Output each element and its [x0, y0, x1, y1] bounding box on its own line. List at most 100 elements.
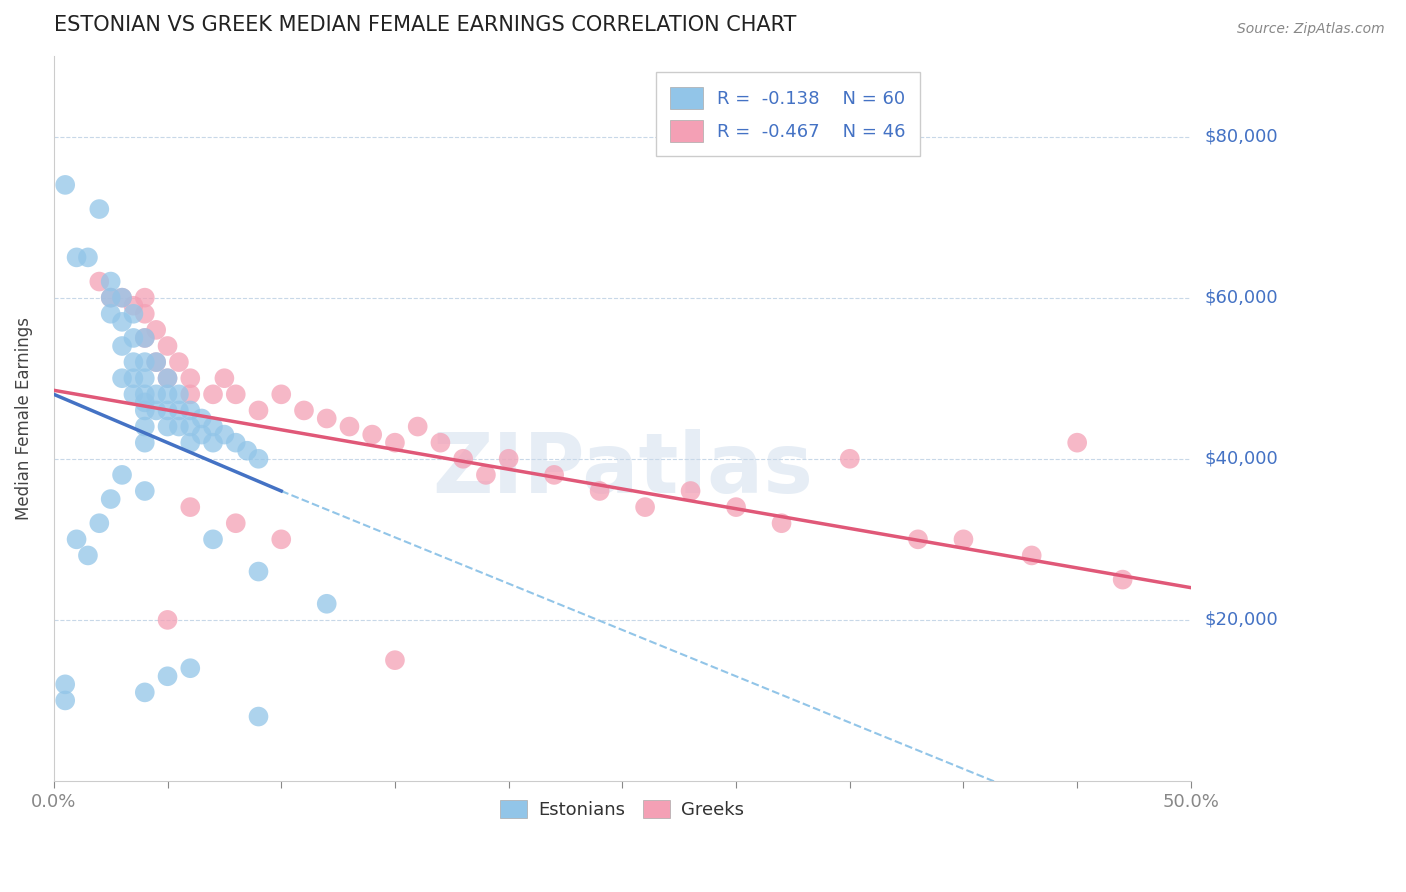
Point	[100, 275, 122, 289]
Point	[202, 419, 225, 434]
Point	[498, 451, 520, 466]
Point	[53, 693, 76, 707]
Point	[270, 387, 292, 401]
Point	[156, 403, 179, 417]
Text: ZIPatlas: ZIPatlas	[432, 429, 813, 509]
Point	[156, 371, 179, 385]
Point	[167, 355, 190, 369]
Point	[145, 323, 167, 337]
Point	[111, 291, 134, 305]
Point	[122, 387, 145, 401]
Point	[202, 533, 225, 547]
Point	[156, 419, 179, 434]
Point	[838, 451, 860, 466]
Legend: Estonians, Greeks: Estonians, Greeks	[494, 793, 752, 826]
Point	[429, 435, 451, 450]
Point	[225, 435, 247, 450]
Point	[451, 451, 474, 466]
Point	[339, 419, 361, 434]
Point	[634, 500, 657, 515]
Point	[179, 435, 201, 450]
Point	[315, 411, 337, 425]
Text: $20,000: $20,000	[1205, 611, 1278, 629]
Point	[134, 355, 156, 369]
Point	[134, 435, 156, 450]
Point	[100, 291, 122, 305]
Point	[1021, 549, 1043, 563]
Point	[145, 355, 167, 369]
Point	[225, 516, 247, 531]
Point	[100, 307, 122, 321]
Point	[952, 533, 974, 547]
Point	[475, 467, 498, 482]
Point	[122, 307, 145, 321]
Point	[134, 371, 156, 385]
Point	[134, 387, 156, 401]
Point	[179, 661, 201, 675]
Point	[179, 500, 201, 515]
Point	[77, 549, 100, 563]
Point	[270, 533, 292, 547]
Point	[122, 355, 145, 369]
Point	[89, 516, 111, 531]
Point	[134, 419, 156, 434]
Point	[179, 387, 201, 401]
Point	[134, 331, 156, 345]
Point	[679, 483, 702, 498]
Point	[167, 403, 190, 417]
Point	[65, 251, 87, 265]
Point	[156, 669, 179, 683]
Point	[543, 467, 565, 482]
Point	[53, 677, 76, 691]
Point	[588, 483, 610, 498]
Point	[907, 533, 929, 547]
Point	[247, 451, 270, 466]
Point	[134, 291, 156, 305]
Point	[156, 371, 179, 385]
Point	[100, 491, 122, 506]
Point	[134, 403, 156, 417]
Point	[65, 533, 87, 547]
Point	[111, 339, 134, 353]
Point	[156, 613, 179, 627]
Point	[406, 419, 429, 434]
Point	[156, 387, 179, 401]
Point	[179, 403, 201, 417]
Point	[384, 653, 406, 667]
Point	[89, 202, 111, 216]
Point	[202, 435, 225, 450]
Point	[145, 403, 167, 417]
Text: ESTONIAN VS GREEK MEDIAN FEMALE EARNINGS CORRELATION CHART: ESTONIAN VS GREEK MEDIAN FEMALE EARNINGS…	[53, 15, 796, 35]
Point	[122, 371, 145, 385]
Point	[122, 331, 145, 345]
Point	[202, 387, 225, 401]
Point	[156, 339, 179, 353]
Point	[77, 251, 100, 265]
Point	[145, 355, 167, 369]
Point	[167, 419, 190, 434]
Y-axis label: Median Female Earnings: Median Female Earnings	[15, 317, 32, 520]
Point	[111, 371, 134, 385]
Point	[236, 443, 259, 458]
Point	[725, 500, 748, 515]
Point	[225, 387, 247, 401]
Point	[111, 291, 134, 305]
Point	[190, 427, 212, 442]
Point	[179, 419, 201, 434]
Point	[1066, 435, 1088, 450]
Point	[214, 427, 236, 442]
Point	[190, 411, 212, 425]
Point	[247, 403, 270, 417]
Point	[134, 685, 156, 699]
Point	[315, 597, 337, 611]
Point	[134, 331, 156, 345]
Point	[145, 387, 167, 401]
Point	[361, 427, 384, 442]
Point	[1111, 573, 1133, 587]
Point	[167, 387, 190, 401]
Text: $80,000: $80,000	[1205, 128, 1278, 145]
Point	[134, 395, 156, 409]
Point	[89, 275, 111, 289]
Text: $60,000: $60,000	[1205, 289, 1278, 307]
Point	[134, 483, 156, 498]
